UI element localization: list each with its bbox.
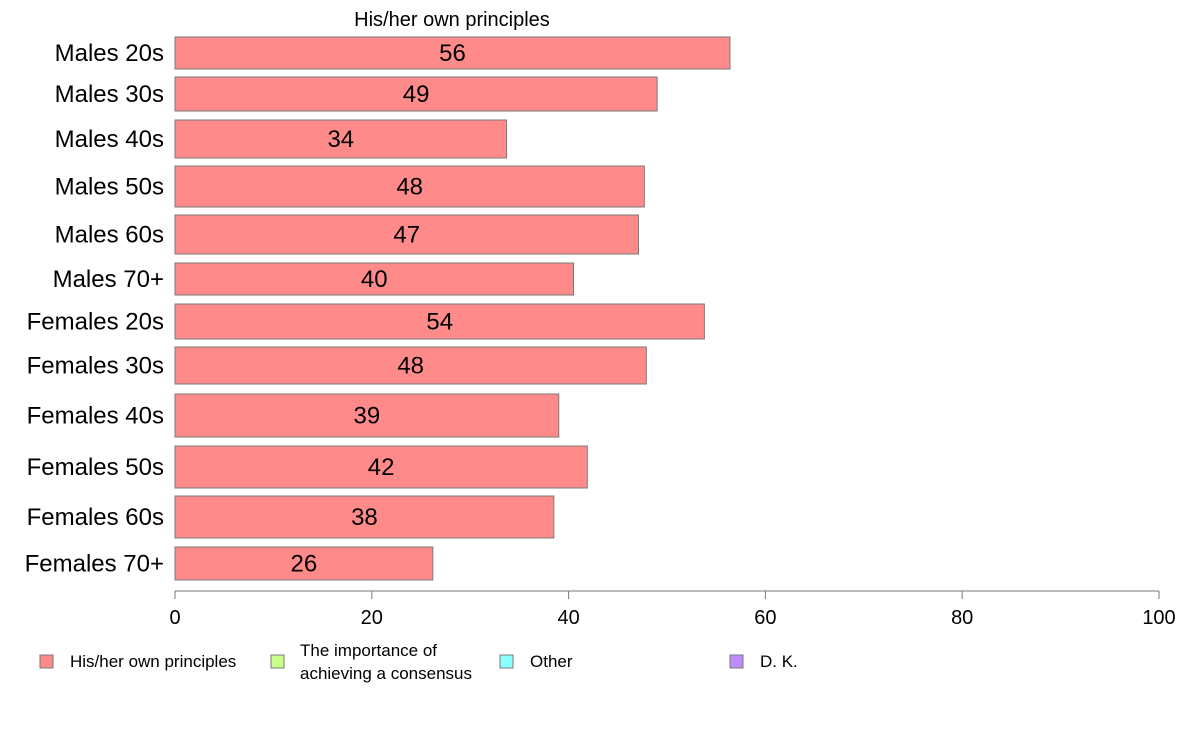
legend-swatch <box>270 654 285 669</box>
category-label: Females 40s <box>27 403 164 430</box>
legend-label: D. K. <box>760 652 798 671</box>
data-label: 48 <box>396 174 423 201</box>
category-label: Females 70+ <box>25 551 164 578</box>
category-labels: Males 20s Males 30s Males 40s Males 50s Male… <box>25 40 164 578</box>
data-label: 56 <box>439 40 466 67</box>
category-label: Females 20s <box>27 309 164 336</box>
data-label: 26 <box>291 551 318 578</box>
bar <box>174 119 508 159</box>
bar <box>174 36 731 70</box>
legend-label: His/her own principles <box>70 652 236 671</box>
bar <box>174 546 434 581</box>
bar <box>174 165 645 208</box>
data-label: 48 <box>397 353 424 380</box>
x-tick-label: 80 <box>951 607 973 629</box>
data-label: 39 <box>354 403 381 430</box>
x-tick-label: 0 <box>169 607 180 629</box>
legend-label: Other <box>530 652 573 671</box>
category-label: Females 30s <box>27 353 164 380</box>
legend-label: achieving a consensus <box>300 664 472 683</box>
bar <box>174 303 705 340</box>
bar <box>174 214 639 255</box>
category-label: Males 40s <box>55 126 164 153</box>
category-label: Males 20s <box>55 40 164 67</box>
bar <box>174 393 560 438</box>
bar <box>174 346 647 385</box>
legend-label: The importance of <box>300 641 437 660</box>
data-label: 34 <box>327 126 354 153</box>
data-label: 49 <box>403 81 430 108</box>
x-tick-label: 20 <box>361 607 383 629</box>
data-label: 47 <box>393 222 420 249</box>
x-axis: 0 20 40 60 80 100 <box>169 590 1176 629</box>
legend-swatch <box>39 654 54 669</box>
category-label: Males 50s <box>55 174 164 201</box>
legend: His/her own principles The importance of a… <box>39 641 798 683</box>
bar <box>174 495 555 539</box>
chart-title: His/her own principles <box>354 9 550 31</box>
legend-swatch <box>729 654 744 669</box>
x-tick-label: 40 <box>557 607 579 629</box>
bars-layer <box>174 36 731 581</box>
category-label: Males 60s <box>55 222 164 249</box>
category-label: Females 50s <box>27 454 164 481</box>
data-label: 42 <box>368 454 395 481</box>
bar <box>174 262 575 296</box>
data-label: 40 <box>361 266 388 293</box>
x-tick-label: 60 <box>754 607 776 629</box>
bar <box>174 445 588 489</box>
x-tick-label: 100 <box>1142 607 1175 629</box>
category-label: Males 30s <box>55 81 164 108</box>
legend-swatch <box>499 654 514 669</box>
data-label: 38 <box>351 504 378 531</box>
category-label: Females 60s <box>27 504 164 531</box>
bar <box>174 76 658 112</box>
data-label: 54 <box>426 309 453 336</box>
category-label: Males 70+ <box>53 266 164 293</box>
